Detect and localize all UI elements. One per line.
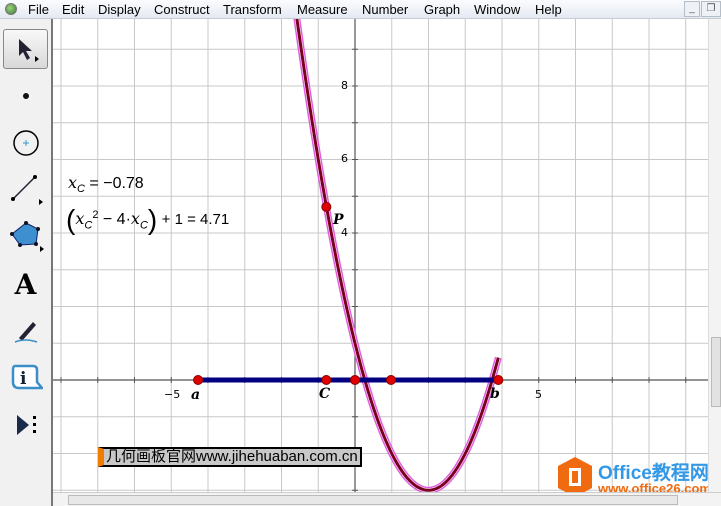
point-b bbox=[493, 375, 504, 385]
custom-tools-icon bbox=[16, 415, 36, 435]
compass-tool[interactable] bbox=[3, 123, 48, 163]
x-tick-label: 5 bbox=[535, 388, 542, 401]
toolbox: A i bbox=[0, 19, 53, 506]
arrow-icon bbox=[18, 39, 39, 62]
arrow-tool[interactable] bbox=[3, 29, 48, 69]
point-label-b: b bbox=[490, 386, 500, 402]
horizontal-scrollbar[interactable] bbox=[53, 492, 721, 506]
var-x: x bbox=[130, 209, 140, 229]
subscript-c: C bbox=[139, 219, 148, 232]
minimize-button[interactable]: _ bbox=[684, 1, 700, 17]
menu-edit[interactable]: Edit bbox=[62, 2, 85, 17]
info-icon: i bbox=[11, 364, 43, 390]
svg-text:i: i bbox=[20, 369, 27, 389]
polygon-tool[interactable] bbox=[3, 217, 48, 257]
information-tool[interactable]: i bbox=[3, 358, 48, 398]
office-logo-icon bbox=[558, 457, 592, 497]
menu-measure[interactable]: Measure bbox=[297, 2, 348, 17]
subscript-c: C bbox=[84, 219, 93, 232]
xc-value: = −0.78 bbox=[84, 175, 144, 192]
compass-icon bbox=[12, 130, 39, 156]
minus-four: − 4· bbox=[102, 211, 131, 229]
measurement-xc[interactable]: xC = −0.78 bbox=[68, 173, 144, 195]
y-tick-label: 8 bbox=[341, 79, 348, 92]
jihehuaban-watermark: 几何画板官网www.jihehuaban.com.cn bbox=[98, 447, 362, 467]
point-label-p: P bbox=[333, 212, 344, 228]
menu-transform[interactable]: Transform bbox=[223, 2, 282, 17]
function-plot bbox=[295, 19, 500, 492]
polygon-icon bbox=[9, 221, 44, 252]
office-title: Office教程网 bbox=[598, 463, 709, 484]
point-tool[interactable] bbox=[3, 76, 48, 116]
horizontal-scroll-thumb[interactable] bbox=[68, 495, 678, 505]
menu-graph[interactable]: Graph bbox=[424, 2, 461, 17]
sketch-canvas[interactable] bbox=[53, 19, 708, 492]
custom-tools[interactable] bbox=[3, 405, 48, 445]
subscript-c: C bbox=[77, 183, 85, 196]
menu-file[interactable]: File bbox=[28, 2, 49, 17]
vertical-scrollbar[interactable] bbox=[708, 19, 721, 492]
var-x: x bbox=[75, 209, 85, 229]
text-tool[interactable]: A bbox=[3, 264, 48, 304]
marker-tool[interactable] bbox=[3, 311, 48, 351]
menu-number[interactable]: Number bbox=[362, 2, 409, 17]
y-tick-label: 6 bbox=[341, 152, 348, 165]
function-plot-highlight bbox=[293, 19, 502, 492]
line-icon bbox=[10, 175, 43, 205]
point-unlabeled bbox=[350, 375, 360, 385]
menu-display[interactable]: Display bbox=[98, 2, 141, 17]
x-tick-label: −5 bbox=[164, 388, 181, 401]
exponent: 2 bbox=[92, 208, 99, 221]
vertical-scroll-thumb[interactable] bbox=[711, 337, 721, 407]
point-label-a: a bbox=[191, 387, 201, 403]
straightedge-tool[interactable] bbox=[3, 170, 48, 210]
y-tick-label: 4 bbox=[341, 226, 348, 239]
menu-bar: File Edit Display Construct Transform Me… bbox=[0, 0, 721, 19]
point-icon bbox=[22, 93, 29, 99]
menu-construct[interactable]: Construct bbox=[154, 2, 210, 17]
text-icon: A bbox=[14, 267, 37, 301]
point-p bbox=[321, 201, 332, 212]
point-a bbox=[193, 375, 204, 385]
function-plot-gap bbox=[294, 19, 501, 492]
menu-window[interactable]: Window bbox=[474, 2, 521, 17]
menu-help[interactable]: Help bbox=[535, 2, 562, 17]
point-unlabeled bbox=[386, 375, 397, 385]
point-c bbox=[321, 375, 332, 385]
graph bbox=[53, 19, 708, 492]
expression-value: + 1 = 4.71 bbox=[161, 211, 230, 229]
calculation-expression[interactable]: (xC2 − 4·xC) + 1 = 4.71 bbox=[66, 204, 230, 235]
var-x: x bbox=[68, 173, 78, 192]
app-icon[interactable] bbox=[5, 3, 17, 15]
point-label-c: C bbox=[319, 386, 331, 402]
restore-button[interactable]: ❐ bbox=[701, 1, 721, 17]
marker-icon bbox=[14, 322, 37, 343]
